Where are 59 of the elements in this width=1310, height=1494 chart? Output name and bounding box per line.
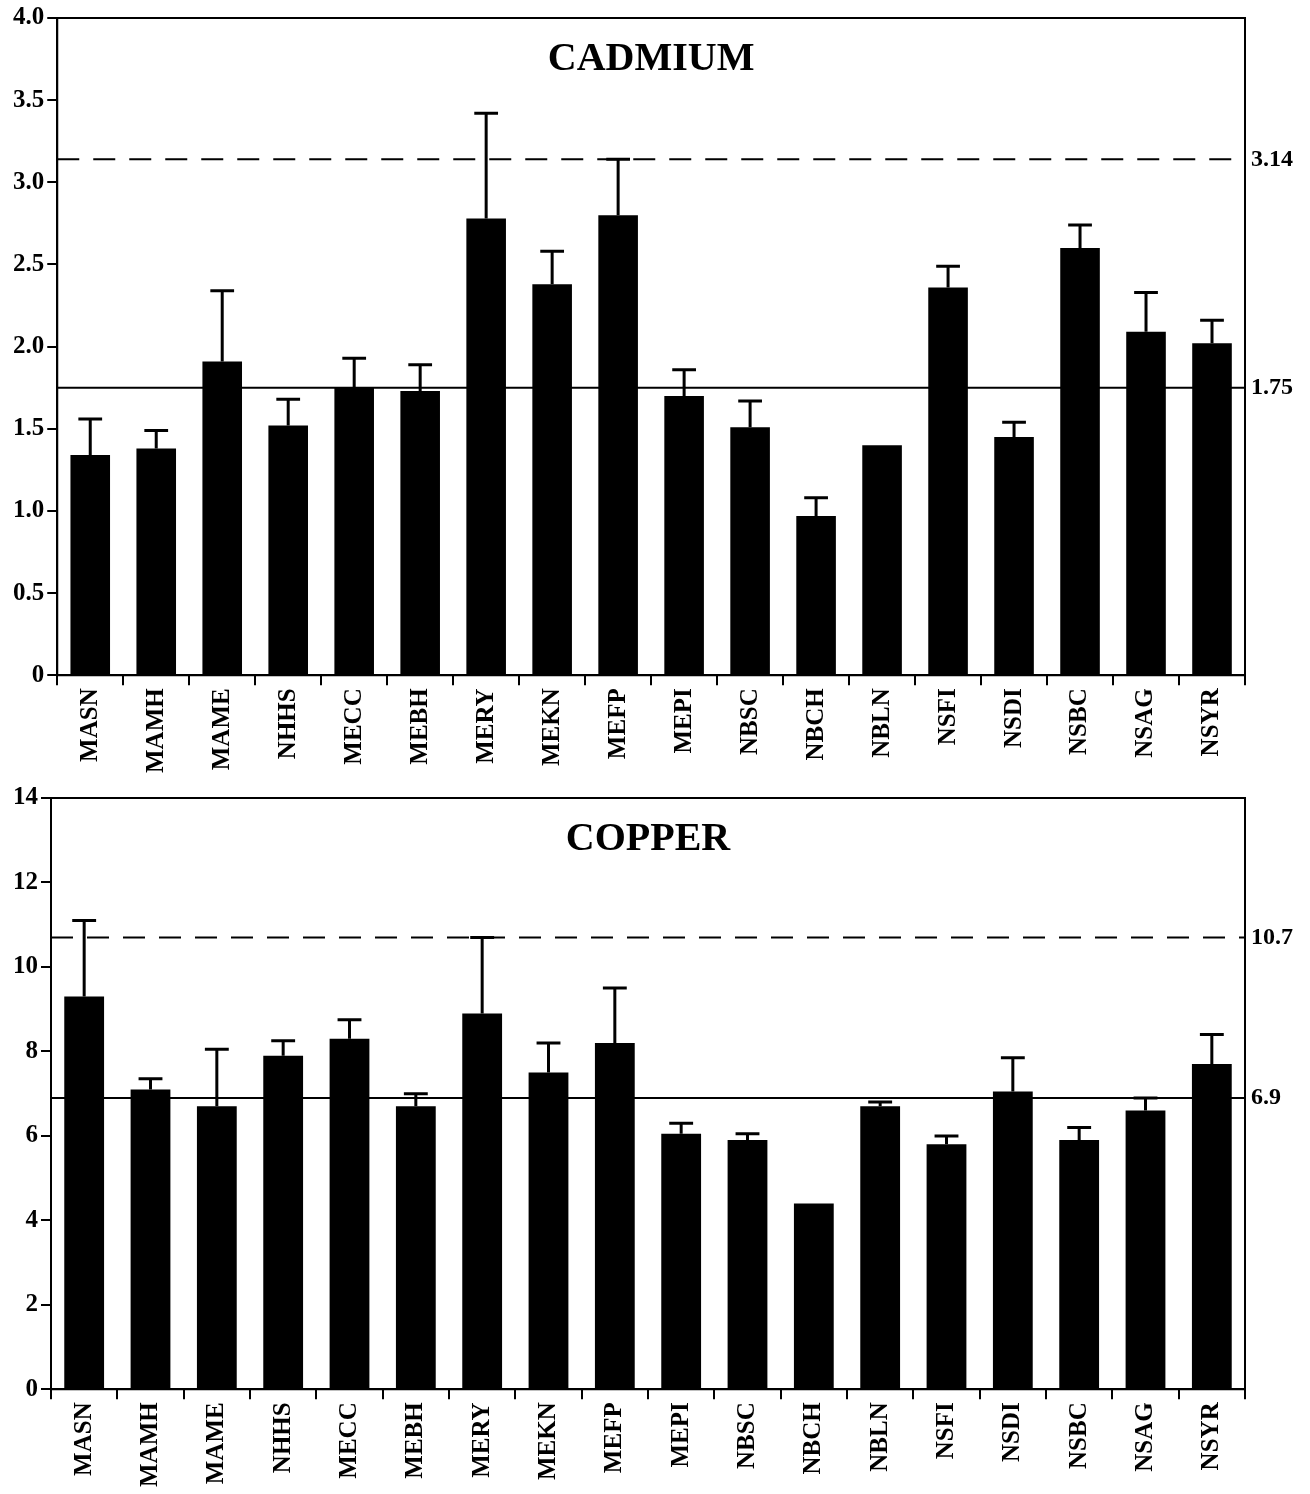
x-tick-label: MASN: [68, 1402, 96, 1476]
x-tick-label: MECC: [333, 1402, 361, 1479]
ref-line-label: 10.7: [1251, 922, 1293, 949]
x-tick-label: NSDI: [997, 1402, 1025, 1463]
x-tick-label: NBLN: [866, 688, 894, 758]
y-tick-label: 8: [25, 1035, 38, 1063]
y-tick-label: 1.5: [13, 413, 45, 441]
x-tick-label: MECC: [338, 688, 366, 765]
y-tick-label: 4.0: [13, 2, 45, 30]
x-tick-label: MAME: [206, 688, 234, 771]
x-tick-label: NSAG: [1130, 688, 1158, 758]
x-tick-label: MEFP: [599, 1402, 627, 1474]
y-tick-label: 12: [13, 866, 38, 894]
x-tick-label: MEKN: [532, 1402, 560, 1481]
x-tick-label: NHHS: [267, 1402, 295, 1474]
x-tick-label: NBSC: [734, 688, 762, 755]
x-tick-label: MEPI: [668, 688, 696, 754]
y-tick-label: 4: [25, 1204, 39, 1232]
x-tick-label: MAMH: [140, 687, 168, 774]
x-tick-label: MEKN: [536, 688, 564, 767]
x-tick-label: MAME: [201, 1402, 229, 1485]
x-tick-label: NSFI: [930, 1402, 958, 1460]
y-tick-label: 0.5: [13, 577, 45, 605]
y-tick-label: 3.0: [13, 166, 45, 194]
x-tick-label: NBCH: [800, 687, 828, 761]
y-tick-label: 2.0: [13, 331, 45, 359]
chart-title: COPPER: [565, 814, 732, 860]
ref-line-label: 6.9: [1251, 1083, 1281, 1110]
y-tick-label: 1.0: [13, 495, 45, 523]
chart-title: CADMIUM: [547, 34, 755, 80]
y-tick-label: 0: [31, 659, 45, 687]
y-tick-label: 2.5: [13, 248, 45, 276]
x-tick-label: NSBC: [1063, 1402, 1091, 1469]
x-tick-label: MAMH: [134, 1401, 162, 1488]
x-tick-label: NBSC: [731, 1402, 759, 1469]
x-tick-label: MERY: [466, 1402, 494, 1478]
y-tick-label: 10: [13, 951, 38, 979]
x-tick-label: MEPI: [665, 1402, 693, 1468]
x-tick-label: MEBH: [404, 687, 432, 765]
x-tick-label: NSAG: [1129, 1402, 1157, 1472]
x-tick-label: NBCH: [798, 1401, 826, 1475]
x-tick-label: NSBC: [1064, 688, 1092, 755]
x-tick-label: MEFP: [602, 688, 630, 760]
x-tick-label: NBLN: [864, 1402, 892, 1472]
x-tick-label: MASN: [74, 688, 102, 762]
y-tick-label: 14: [13, 782, 39, 810]
x-tick-label: MEBH: [400, 1401, 428, 1479]
x-tick-label: NSDI: [998, 688, 1026, 749]
y-tick-label: 0: [25, 1373, 38, 1401]
x-tick-label: NSYR: [1196, 1401, 1224, 1471]
y-tick-label: 2: [25, 1289, 38, 1317]
x-tick-label: NHHS: [272, 688, 300, 760]
y-tick-label: 3.5: [13, 84, 45, 112]
x-tick-label: MERY: [470, 688, 498, 764]
y-tick-label: 6: [25, 1120, 38, 1148]
ref-line-label: 3.14: [1251, 144, 1293, 171]
x-tick-label: NSFI: [932, 688, 960, 746]
ref-line-label: 1.75: [1251, 372, 1293, 399]
x-tick-label: NSYR: [1196, 687, 1224, 757]
